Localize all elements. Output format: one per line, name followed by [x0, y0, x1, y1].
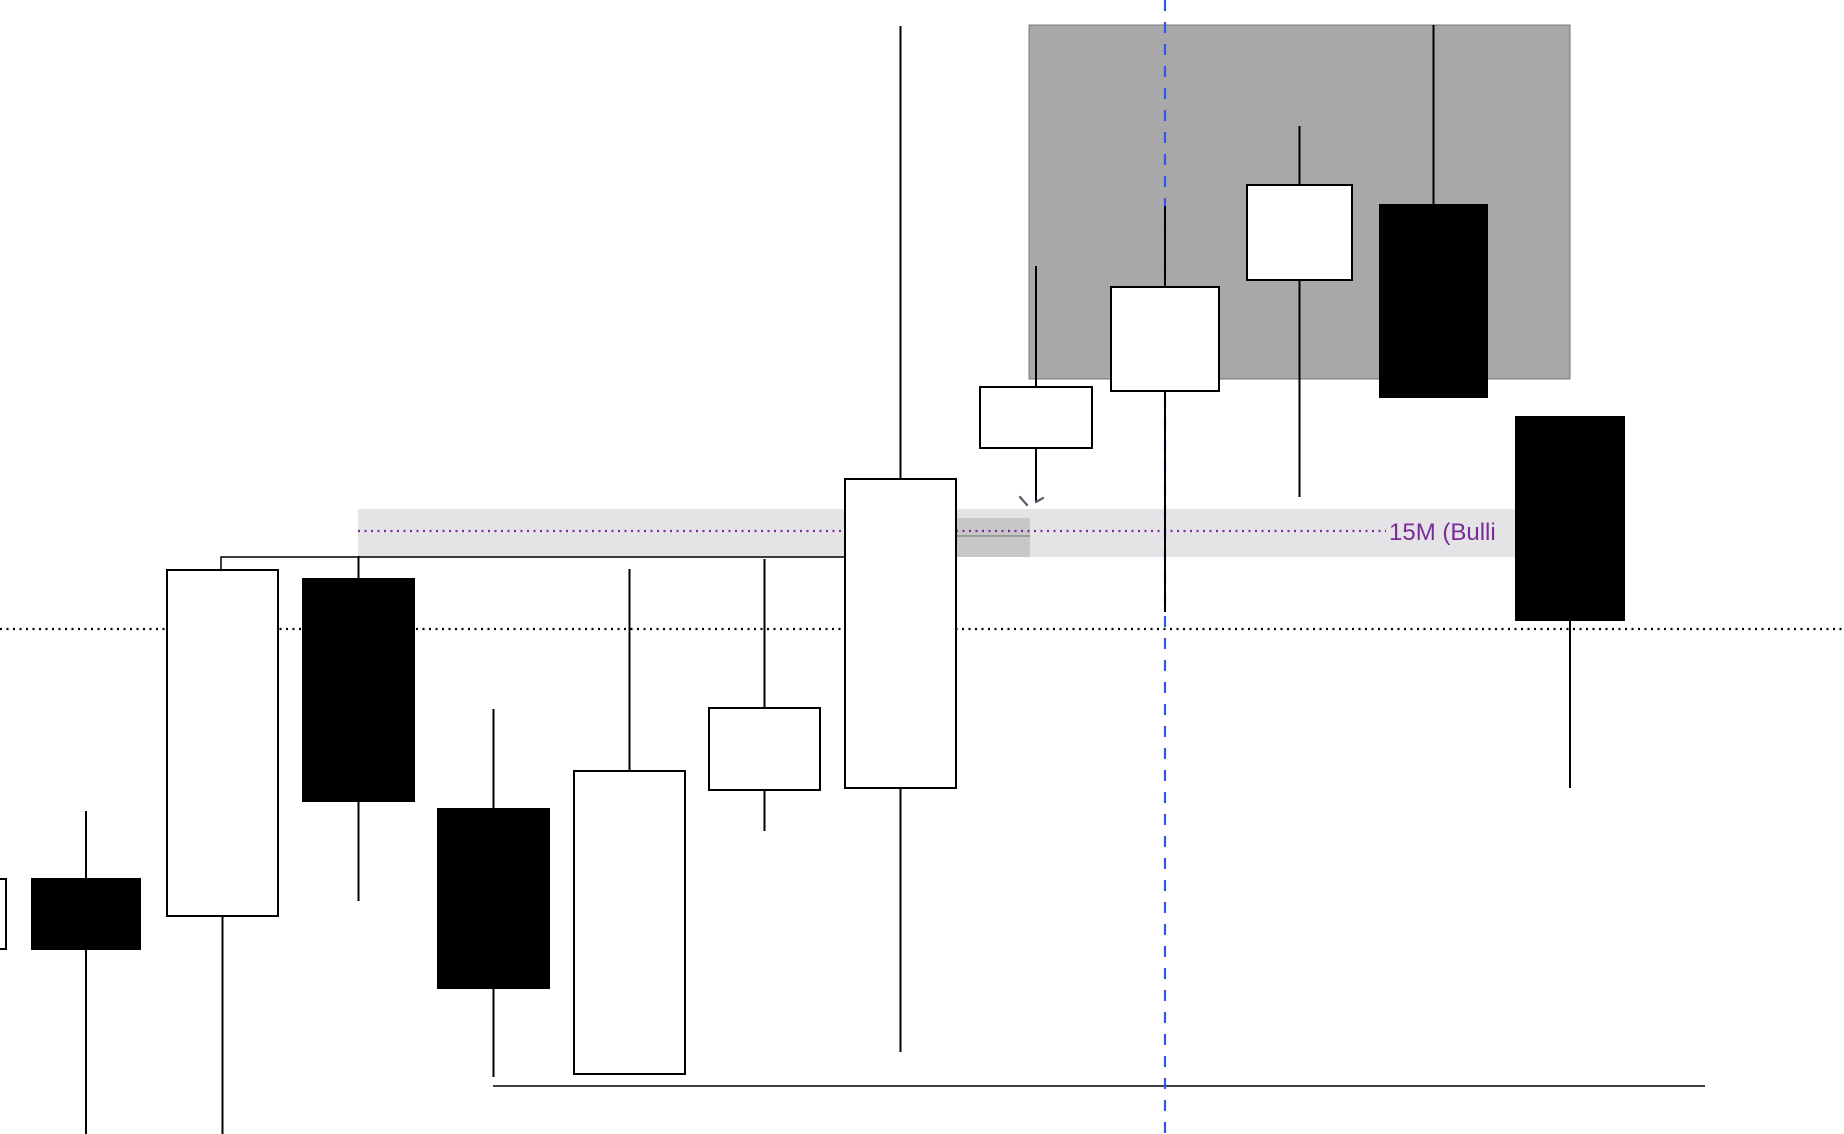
svg-text:15M (Bulli: 15M (Bulli [1389, 519, 1496, 546]
